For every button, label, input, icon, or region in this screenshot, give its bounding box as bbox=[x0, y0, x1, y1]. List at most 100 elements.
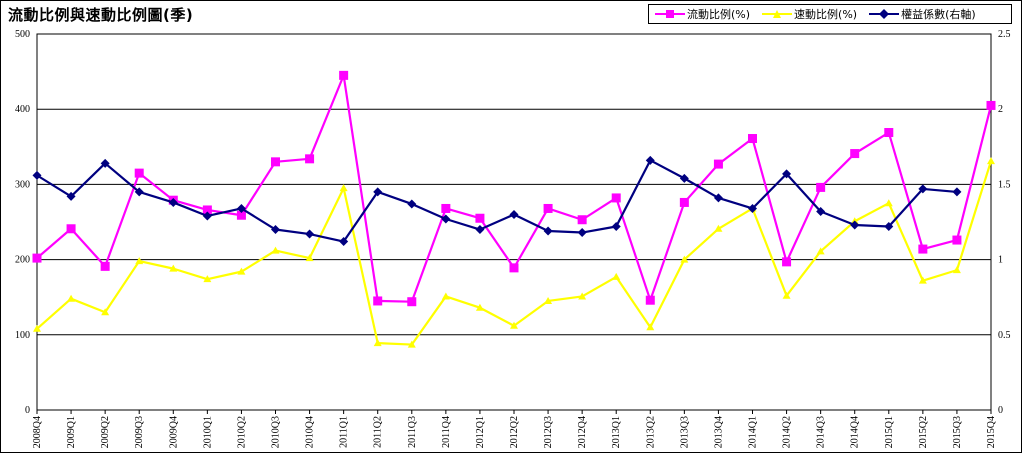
data-point-current-ratio bbox=[918, 244, 928, 254]
data-point-quick-ratio bbox=[646, 323, 655, 331]
x-tick-label: 2011Q3 bbox=[407, 416, 418, 448]
data-point-quick-ratio bbox=[373, 339, 382, 347]
data-point-equity-multiplier bbox=[611, 222, 621, 232]
data-point-quick-ratio bbox=[305, 254, 314, 262]
x-tick-label: 2013Q2 bbox=[645, 416, 656, 448]
data-point-quick-ratio bbox=[271, 246, 280, 254]
chart-legend: 流動比例(%) 速動比例(%) 權益係數(右軸) bbox=[648, 4, 1012, 24]
data-point-equity-multiplier bbox=[100, 158, 110, 168]
data-point-equity-multiplier bbox=[441, 214, 451, 224]
data-point-equity-multiplier bbox=[373, 187, 383, 197]
data-point-quick-ratio bbox=[67, 294, 76, 302]
x-tick-label: 2009Q4 bbox=[168, 416, 179, 448]
data-point-quick-ratio bbox=[714, 224, 723, 232]
data-point-current-ratio bbox=[986, 100, 996, 110]
y-left-tick-label: 200 bbox=[15, 255, 30, 266]
data-point-current-ratio bbox=[645, 295, 655, 305]
data-point-quick-ratio bbox=[680, 255, 689, 263]
data-point-current-ratio bbox=[679, 197, 689, 207]
data-point-equity-multiplier bbox=[271, 225, 280, 235]
x-tick-label: 2010Q3 bbox=[271, 416, 282, 448]
y-left-tick-label: 100 bbox=[15, 330, 30, 341]
x-tick-label: 2009Q1 bbox=[66, 416, 77, 448]
x-tick-label: 2010Q1 bbox=[202, 416, 213, 448]
x-tick-label: 2012Q3 bbox=[543, 416, 554, 448]
x-tick-label: 2011Q2 bbox=[373, 416, 384, 448]
data-point-current-ratio bbox=[952, 235, 962, 245]
data-point-current-ratio bbox=[32, 253, 42, 263]
x-tick-label: 2012Q2 bbox=[509, 416, 520, 448]
data-point-equity-multiplier bbox=[32, 170, 42, 180]
data-point-equity-multiplier bbox=[679, 173, 689, 183]
x-tick-label: 2009Q3 bbox=[134, 416, 145, 448]
x-tick-label: 2014Q4 bbox=[850, 416, 861, 448]
data-point-current-ratio bbox=[611, 193, 621, 203]
x-tick-label: 2010Q4 bbox=[305, 416, 316, 448]
y-right-tick-label: 1.5 bbox=[998, 179, 1011, 190]
y-left-tick-label: 500 bbox=[15, 29, 30, 40]
data-point-quick-ratio bbox=[952, 266, 961, 274]
data-point-equity-multiplier bbox=[577, 228, 587, 238]
data-point-current-ratio bbox=[236, 210, 246, 220]
data-point-current-ratio bbox=[475, 213, 485, 223]
data-point-quick-ratio bbox=[782, 291, 791, 299]
data-point-current-ratio bbox=[66, 224, 76, 234]
y-right-tick-label: 0.5 bbox=[998, 330, 1011, 341]
data-point-current-ratio bbox=[407, 297, 417, 307]
x-tick-label: 2013Q1 bbox=[611, 416, 622, 448]
x-tick-label: 2013Q4 bbox=[713, 416, 724, 448]
data-point-quick-ratio bbox=[816, 247, 825, 255]
data-point-current-ratio bbox=[782, 257, 792, 267]
data-point-current-ratio bbox=[339, 70, 349, 80]
y-right-tick-label: 1 bbox=[998, 255, 1003, 266]
data-point-equity-multiplier bbox=[850, 220, 860, 230]
data-point-quick-ratio bbox=[612, 272, 621, 280]
x-tick-label: 2012Q4 bbox=[577, 416, 588, 448]
y-left-tick-label: 300 bbox=[15, 179, 30, 190]
x-tick-label: 2014Q1 bbox=[748, 416, 759, 448]
data-point-quick-ratio bbox=[135, 257, 144, 265]
data-point-quick-ratio bbox=[475, 303, 484, 311]
data-point-current-ratio bbox=[884, 128, 894, 138]
data-point-current-ratio bbox=[373, 296, 383, 306]
data-point-current-ratio bbox=[202, 205, 212, 215]
legend-label-equity-multiplier: 權益係數(右軸) bbox=[901, 8, 976, 21]
data-point-quick-ratio bbox=[339, 184, 348, 192]
x-tick-label: 2015Q2 bbox=[918, 416, 929, 448]
x-tick-label: 2012Q1 bbox=[475, 416, 486, 448]
data-point-equity-multiplier bbox=[918, 184, 928, 194]
x-tick-label: 2015Q1 bbox=[884, 416, 895, 448]
series-line-2 bbox=[36, 159, 958, 243]
data-point-equity-multiplier bbox=[543, 226, 553, 236]
data-point-quick-ratio bbox=[918, 276, 927, 284]
data-point-current-ratio bbox=[134, 168, 144, 178]
series-line-1 bbox=[36, 160, 993, 346]
data-point-current-ratio bbox=[713, 159, 723, 169]
data-point-current-ratio bbox=[100, 261, 110, 271]
data-point-equity-multiplier bbox=[884, 222, 894, 232]
y-left-tick-label: 0 bbox=[25, 405, 30, 416]
y-right-tick-label: 2.5 bbox=[998, 29, 1011, 40]
legend-swatch-quick-ratio bbox=[762, 10, 793, 18]
data-point-equity-multiplier bbox=[748, 203, 757, 213]
data-point-quick-ratio bbox=[101, 308, 110, 316]
y-right-tick-label: 2 bbox=[998, 104, 1003, 115]
legend-label-current-ratio: 流動比例(%) bbox=[687, 8, 751, 21]
data-point-quick-ratio bbox=[987, 157, 995, 165]
x-tick-label: 2014Q2 bbox=[782, 416, 793, 448]
data-point-equity-multiplier bbox=[168, 197, 178, 207]
data-point-quick-ratio bbox=[203, 275, 212, 283]
data-point-quick-ratio bbox=[441, 292, 450, 300]
data-point-current-ratio bbox=[850, 149, 860, 159]
data-point-equity-multiplier bbox=[475, 225, 485, 235]
data-point-quick-ratio bbox=[407, 340, 416, 348]
data-point-quick-ratio bbox=[169, 264, 178, 272]
x-tick-label: 2014Q3 bbox=[816, 416, 827, 448]
x-tick-label: 2015Q3 bbox=[952, 416, 963, 448]
data-point-equity-multiplier bbox=[782, 169, 792, 179]
x-tick-label: 2013Q3 bbox=[679, 416, 690, 448]
data-point-quick-ratio bbox=[578, 292, 587, 300]
x-tick-label: 2011Q4 bbox=[441, 416, 452, 448]
data-point-quick-ratio bbox=[510, 321, 518, 329]
